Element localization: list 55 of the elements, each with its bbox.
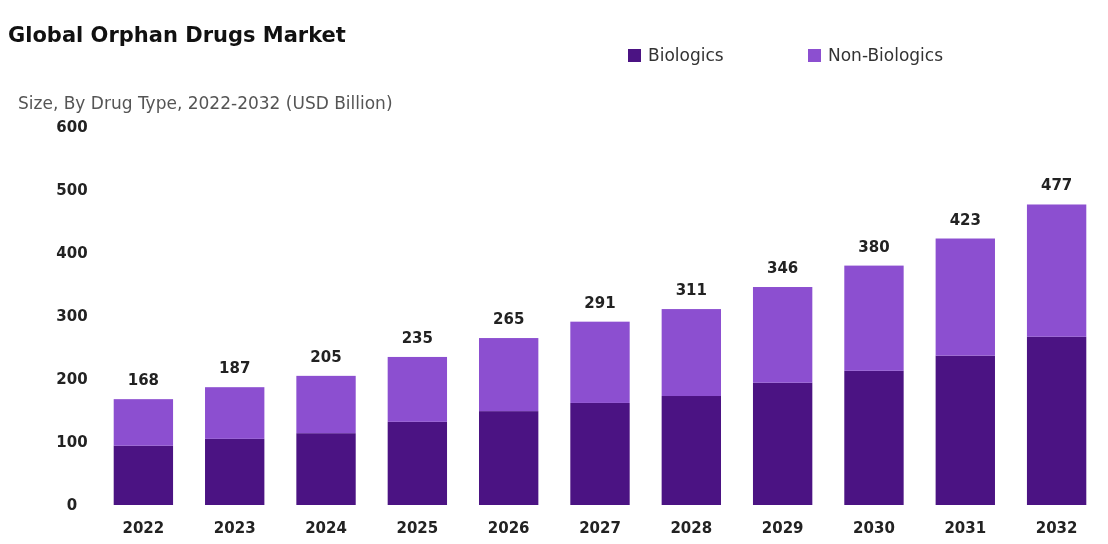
y-tick-label: 600 [56,118,88,137]
total-label: 423 [949,210,981,229]
y-tick-label: 300 [56,307,88,326]
bar [935,355,995,505]
y-tick-label: 0 [66,496,78,515]
total-label: 235 [401,328,434,347]
x-tick-label: 2032 [1035,519,1078,537]
bar [570,402,630,505]
total-label: 477 [1040,176,1073,195]
x-tick-label: 2025 [396,519,439,537]
total-label: 311 [675,281,707,300]
bar [113,445,174,505]
bar [113,399,174,446]
x-tick-label: 2023 [213,519,256,537]
bar [1026,204,1087,337]
bar [844,265,904,371]
x-tick-label: 2024 [305,519,347,537]
total-label: 168 [127,371,160,390]
x-tick-label: 2028 [670,519,713,537]
bar [387,421,448,505]
x-tick-label: 2030 [853,519,895,537]
bar [296,433,356,505]
bar [935,238,995,356]
y-tick-label: 400 [56,244,88,263]
x-tick-label: 2027 [579,519,621,537]
total-label: 205 [310,347,342,366]
bar [205,438,265,505]
x-tick-label: 2022 [122,519,165,537]
bar [479,338,539,412]
total-label: 346 [766,259,799,278]
bar [661,309,721,397]
x-tick-label: 2026 [487,519,530,537]
total-label: 380 [858,237,890,256]
bar [570,321,630,403]
chart-subtitle: Size, By Drug Type, 2022-2032 (USD Billion) [18,93,393,113]
bar [1026,336,1087,505]
total-label: 291 [584,293,616,312]
x-tick-label: 2031 [944,519,987,537]
total-label: 265 [493,310,525,329]
bar [844,370,904,505]
x-tick-label: 2029 [761,519,804,537]
bar [752,287,813,383]
legend-label: Biologics [648,45,724,65]
bar [205,387,265,439]
bar [661,396,721,505]
bar [296,375,356,434]
legend-label: Non-Biologics [828,45,944,65]
y-tick-label: 200 [56,370,88,389]
bar [479,411,539,505]
bar [752,382,813,505]
y-tick-label: 500 [56,181,88,200]
total-label: 187 [219,359,251,378]
chart-title: Global Orphan Drugs Market [8,23,346,47]
y-tick-label: 100 [56,433,88,452]
bar [387,356,448,422]
